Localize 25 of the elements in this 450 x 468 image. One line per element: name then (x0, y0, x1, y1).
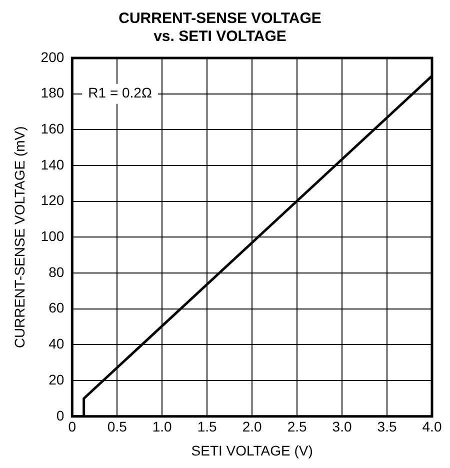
x-tick-label: 4.0 (422, 418, 442, 435)
y-tick-label: 200 (40, 48, 64, 65)
x-tick-label: 3.0 (332, 418, 352, 435)
x-tick-label: 1.5 (197, 418, 218, 435)
y-tick-label: 120 (40, 192, 64, 208)
y-tick-label: 100 (40, 228, 64, 244)
x-tick-label: 0 (68, 418, 76, 435)
x-tick-label: 2.0 (242, 418, 262, 435)
y-tick-label: 40 (48, 336, 64, 352)
y-tick-label: 60 (48, 300, 64, 316)
x-axis-title: SETI VOLTAGE (V) (191, 442, 313, 458)
x-tick-label: 0.5 (107, 418, 128, 435)
annotation: R1 = 0.2Ω (88, 84, 152, 101)
y-tick-label: 160 (40, 120, 64, 137)
y-axis-title: CURRENT-SENSE VOLTAGE (mV) (11, 126, 28, 348)
y-tick-label: 0 (56, 407, 64, 424)
y-tick-label: 180 (40, 84, 64, 101)
y-tick-label: 80 (48, 264, 64, 280)
x-tick-label: 1.0 (152, 418, 172, 435)
text: vs. SETI VOLTAGE (154, 28, 286, 46)
text: CURRENT-SENSE VOLTAGE (118, 10, 322, 28)
y-tick-label: 20 (48, 371, 64, 388)
x-tick-label: 3.5 (377, 418, 397, 435)
x-tick-label: 2.5 (287, 418, 307, 435)
y-tick-label: 140 (40, 156, 64, 172)
